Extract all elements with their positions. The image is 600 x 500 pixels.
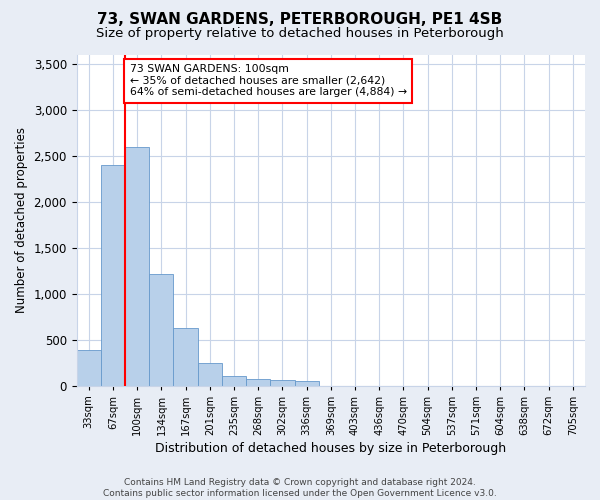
Text: Contains HM Land Registry data © Crown copyright and database right 2024.
Contai: Contains HM Land Registry data © Crown c… [103,478,497,498]
Bar [222,376,246,386]
Bar [149,274,173,386]
Bar [295,381,319,386]
Bar [271,380,295,386]
Text: 73, SWAN GARDENS, PETERBOROUGH, PE1 4SB: 73, SWAN GARDENS, PETERBOROUGH, PE1 4SB [97,12,503,28]
Bar [173,328,197,386]
Bar [101,165,125,386]
Bar [77,350,101,386]
Y-axis label: Number of detached properties: Number of detached properties [15,128,28,314]
Bar [125,147,149,386]
Text: Size of property relative to detached houses in Peterborough: Size of property relative to detached ho… [96,28,504,40]
Text: 73 SWAN GARDENS: 100sqm
← 35% of detached houses are smaller (2,642)
64% of semi: 73 SWAN GARDENS: 100sqm ← 35% of detache… [130,64,407,98]
X-axis label: Distribution of detached houses by size in Peterborough: Distribution of detached houses by size … [155,442,506,455]
Bar [197,362,222,386]
Bar [246,379,271,386]
